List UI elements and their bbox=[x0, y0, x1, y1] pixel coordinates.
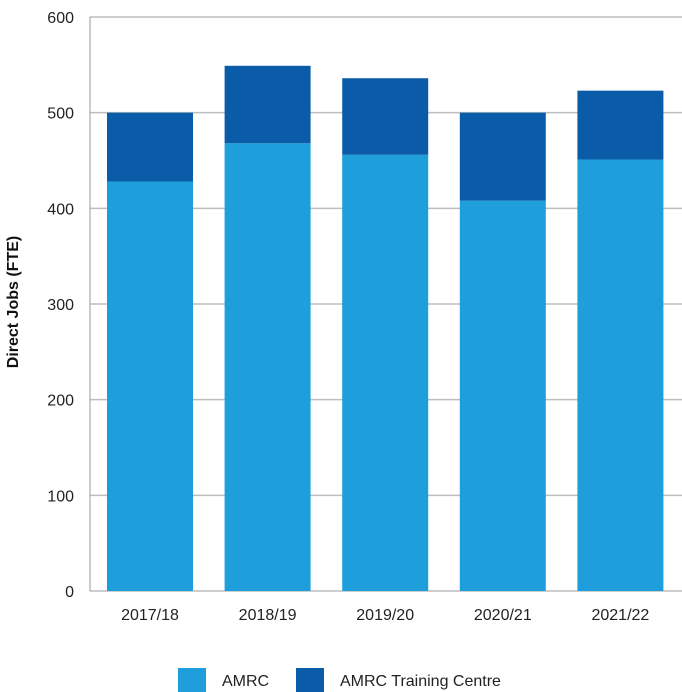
y-tick-label: 600 bbox=[47, 10, 74, 27]
y-axis-label: Direct Jobs (FTE) bbox=[5, 236, 22, 368]
x-tick-label: 2021/22 bbox=[591, 607, 649, 624]
bar-segment bbox=[342, 78, 429, 155]
x-tick-label: 2018/19 bbox=[239, 607, 297, 624]
x-tick-label: 2020/21 bbox=[474, 607, 532, 624]
bar-segment bbox=[107, 181, 193, 591]
x-tick-label: 2017/18 bbox=[121, 607, 179, 624]
legend-swatch bbox=[178, 668, 206, 692]
bar-segment bbox=[224, 65, 311, 144]
bar-segment bbox=[459, 112, 546, 201]
x-tick-label: 2019/20 bbox=[356, 607, 414, 624]
bar-segment bbox=[577, 159, 664, 591]
y-tick-label: 200 bbox=[47, 393, 74, 410]
bar-segment bbox=[459, 200, 546, 591]
x-tick-labels: 2017/18 2018/19 2019/20 2020/21 2021/22 bbox=[121, 607, 649, 624]
legend: AMRC AMRC Training Centre bbox=[178, 668, 501, 692]
legend-label: AMRC Training Centre bbox=[340, 673, 501, 690]
bar-segment bbox=[107, 112, 193, 182]
y-tick-label: 0 bbox=[65, 584, 74, 601]
bar-segment bbox=[224, 143, 311, 591]
y-tick-labels: 0 100 200 300 400 500 600 bbox=[47, 10, 74, 601]
legend-swatch bbox=[296, 668, 324, 692]
bar-segment bbox=[577, 90, 664, 160]
legend-label: AMRC bbox=[222, 673, 269, 690]
y-tick-label: 500 bbox=[47, 106, 74, 123]
bar-segment bbox=[342, 154, 429, 591]
bars bbox=[107, 65, 664, 591]
y-tick-label: 400 bbox=[47, 201, 74, 218]
y-tick-label: 300 bbox=[47, 297, 74, 314]
y-tick-label: 100 bbox=[47, 488, 74, 505]
